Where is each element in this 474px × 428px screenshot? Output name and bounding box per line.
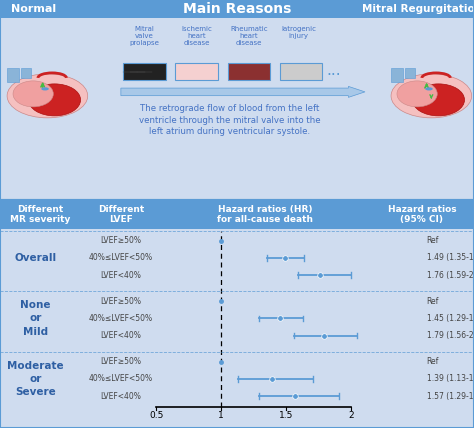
Text: Ref: Ref — [427, 357, 439, 366]
Text: 2: 2 — [348, 411, 354, 420]
FancyArrowPatch shape — [430, 95, 433, 98]
Bar — [391, 68, 403, 82]
Bar — [123, 63, 166, 80]
Ellipse shape — [28, 84, 81, 116]
Text: Main Reasons: Main Reasons — [183, 2, 291, 16]
Text: LVEF<40%: LVEF<40% — [100, 392, 141, 401]
Ellipse shape — [391, 74, 472, 118]
Text: 1.49 (1.35-1.64): 1.49 (1.35-1.64) — [427, 253, 474, 262]
Bar — [21, 68, 31, 78]
Text: Ischemic
heart
disease: Ischemic heart disease — [181, 26, 212, 46]
Text: Different
MR severity: Different MR severity — [10, 205, 71, 224]
Text: 0.5: 0.5 — [149, 411, 164, 420]
Ellipse shape — [13, 81, 53, 107]
Text: Ref: Ref — [427, 236, 439, 245]
Bar — [228, 63, 270, 80]
Circle shape — [41, 87, 49, 90]
Text: Mitral Regurgitation: Mitral Regurgitation — [362, 4, 474, 14]
Text: The retrograde flow of blood from the left
ventricle through the mitral valve in: The retrograde flow of blood from the le… — [139, 104, 321, 137]
Text: LVEF≥50%: LVEF≥50% — [100, 236, 141, 245]
Text: LVEF≥50%: LVEF≥50% — [100, 297, 141, 306]
Bar — [175, 63, 218, 80]
Text: 40%≤LVEF<50%: 40%≤LVEF<50% — [89, 253, 153, 262]
Text: 1.45 (1.29-1.63): 1.45 (1.29-1.63) — [427, 314, 474, 323]
Text: Different
LVEF: Different LVEF — [98, 205, 144, 224]
FancyArrowPatch shape — [425, 84, 428, 88]
Bar — [280, 63, 322, 80]
Bar — [405, 68, 415, 78]
Text: 40%≤LVEF<50%: 40%≤LVEF<50% — [89, 374, 153, 383]
Text: Hazard ratios
(95% CI): Hazard ratios (95% CI) — [388, 205, 456, 224]
Text: LVEF<40%: LVEF<40% — [100, 270, 141, 279]
Ellipse shape — [412, 84, 465, 116]
Ellipse shape — [7, 74, 88, 118]
Text: Normal: Normal — [10, 4, 56, 14]
FancyArrow shape — [121, 86, 365, 98]
Ellipse shape — [397, 81, 437, 107]
Text: 1: 1 — [219, 411, 224, 420]
Text: Mitral
valve
prolapse: Mitral valve prolapse — [129, 26, 160, 46]
Text: Moderate
or
Severe: Moderate or Severe — [7, 361, 64, 397]
Text: 1.76 (1.59-2.00): 1.76 (1.59-2.00) — [427, 270, 474, 279]
FancyArrowPatch shape — [41, 83, 45, 87]
Text: ...: ... — [327, 63, 341, 78]
Text: 1.57 (1.29-1.91): 1.57 (1.29-1.91) — [427, 392, 474, 401]
Bar — [0, 0, 474, 18]
Text: Ref: Ref — [427, 297, 439, 306]
Text: 1.5: 1.5 — [279, 411, 293, 420]
Bar — [0, 200, 474, 229]
Text: Overall: Overall — [15, 253, 56, 263]
Text: Iatrogenic
injury: Iatrogenic injury — [281, 26, 316, 39]
Text: 1.39 (1.13-1.71): 1.39 (1.13-1.71) — [427, 374, 474, 383]
Text: Rheumatic
heart
disease: Rheumatic heart disease — [230, 26, 268, 46]
Text: 40%≤LVEF<50%: 40%≤LVEF<50% — [89, 314, 153, 323]
Circle shape — [425, 87, 433, 90]
Text: LVEF≥50%: LVEF≥50% — [100, 357, 141, 366]
Text: LVEF<40%: LVEF<40% — [100, 331, 141, 340]
Bar — [7, 68, 19, 82]
Text: 1.79 (1.56-2.05): 1.79 (1.56-2.05) — [427, 331, 474, 340]
Text: Hazard ratios (HR)
for all-cause death: Hazard ratios (HR) for all-cause death — [218, 205, 313, 224]
Text: None
or
Mild: None or Mild — [20, 300, 51, 337]
